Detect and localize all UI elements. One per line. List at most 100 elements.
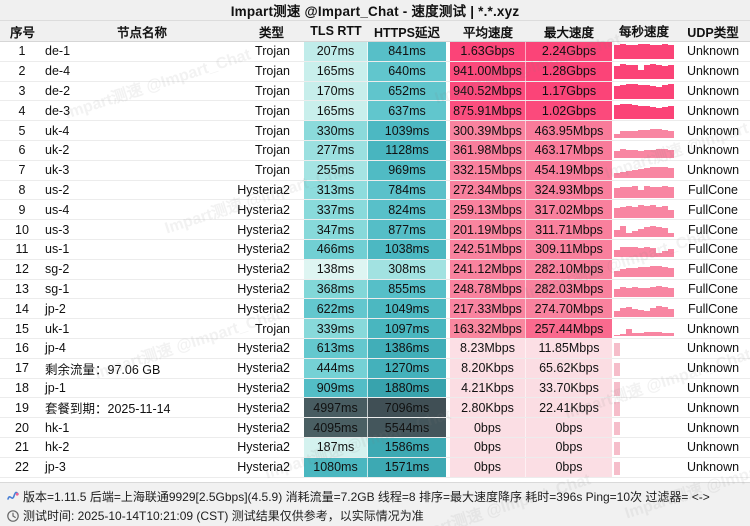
chart-bar xyxy=(668,83,674,99)
table-row: 12 sg-2 Hysteria2 138ms 308ms 241.12Mbps 282.1… xyxy=(0,259,750,280)
udp-type-value: Unknown xyxy=(686,163,740,178)
chart-bar xyxy=(620,287,626,297)
speed-per-sec-chart xyxy=(612,82,676,101)
cell-gap xyxy=(296,181,304,200)
max-speed-value: 463.17Mbps xyxy=(526,140,612,160)
mini-bar-chart xyxy=(614,83,674,99)
chart-bar xyxy=(626,44,632,60)
footer-line-2: 测试时间: 2025-10-14T10:21:09 (CST) 测试结果仅供参考… xyxy=(6,506,744,525)
table-row: 8 us-2 Hysteria2 313ms 784ms 272.34Mbps 324.93… xyxy=(0,180,750,201)
speed-per-sec-chart xyxy=(612,319,676,338)
chart-bar xyxy=(632,287,638,297)
chart-bar xyxy=(668,131,674,139)
max-speed-value: 257.44Mbps xyxy=(526,319,612,338)
cell-gap xyxy=(296,398,304,417)
chart-bar xyxy=(626,64,632,80)
https-delay-value: 1880ms xyxy=(368,378,446,398)
max-speed-value: 22.41Kbps xyxy=(526,398,612,418)
node-name: uk-2 xyxy=(45,143,70,158)
node-type: Hysteria2 xyxy=(237,182,290,197)
chart-bar xyxy=(614,65,620,80)
node-name: uk-4 xyxy=(45,123,70,138)
footer-time-text: 测试时间: 2025-10-14T10:21:09 (CST) 测试结果仅供参考… xyxy=(23,509,424,523)
chart-bar xyxy=(656,252,662,258)
node-type: Trojan xyxy=(255,64,290,79)
max-speed-value: 0bps xyxy=(526,437,612,457)
title-bar: Impart测速 @Impart_Chat - 速度测试 | *.*.xyz xyxy=(0,0,750,21)
chart-bar xyxy=(668,186,674,198)
row-index: 21 xyxy=(15,440,29,455)
mini-bar-chart xyxy=(614,439,674,456)
chart-bar xyxy=(638,130,644,139)
chart-bar xyxy=(614,230,620,238)
chart-bar xyxy=(668,150,674,159)
row-index: 2 xyxy=(18,64,26,79)
chart-bar xyxy=(620,186,626,198)
max-speed-value: 454.19Mbps xyxy=(526,160,612,180)
chart-bar xyxy=(614,310,620,317)
node-type: Hysteria2 xyxy=(237,420,290,435)
udp-type-value: FullCone xyxy=(687,301,739,316)
chart-bar xyxy=(620,206,626,218)
node-type: Hysteria2 xyxy=(237,222,290,237)
https-delay-value: 969ms xyxy=(368,160,446,180)
cell-gap xyxy=(296,280,304,299)
mini-bar-chart xyxy=(614,63,674,80)
row-index: 13 xyxy=(15,281,29,296)
max-speed-value: 0bps xyxy=(526,457,612,477)
avg-speed-value: 361.98Mbps xyxy=(450,140,526,160)
mini-bar-chart xyxy=(614,281,674,297)
cell-gap xyxy=(296,458,304,477)
node-type: Trojan xyxy=(255,44,290,59)
chart-bar xyxy=(644,206,650,218)
clock-icon xyxy=(6,509,20,523)
cell-gap xyxy=(296,240,304,259)
chart-bar xyxy=(614,104,620,119)
chart-bar xyxy=(662,267,668,278)
udp-type-value: Unknown xyxy=(686,420,740,435)
chart-bar xyxy=(638,205,644,218)
cell-gap xyxy=(296,418,304,437)
node-name: hk-2 xyxy=(45,440,70,455)
table-row: 2 de-4 Trojan 165ms 640ms 941.00Mbps 1.28Gbps U… xyxy=(0,61,750,82)
mini-bar-chart xyxy=(614,142,674,159)
row-index: 19 xyxy=(15,400,29,415)
tls-rtt-value: 187ms xyxy=(304,437,368,457)
chart-bar xyxy=(656,129,662,139)
chart-bar xyxy=(662,332,668,337)
max-speed-value: 0bps xyxy=(526,418,612,437)
row-index: 11 xyxy=(15,242,29,257)
https-delay-value: 652ms xyxy=(368,81,446,101)
tls-rtt-value: 1080ms xyxy=(304,457,368,477)
chart-bar xyxy=(644,85,650,99)
row-index: 5 xyxy=(18,123,26,138)
https-delay-value: 1586ms xyxy=(368,437,446,457)
speed-per-sec-chart xyxy=(612,280,676,299)
mini-bar-chart xyxy=(614,123,674,139)
row-index: 16 xyxy=(15,341,29,356)
max-speed-value: 2.24Gbps xyxy=(526,42,612,61)
chart-bar xyxy=(638,168,644,179)
cell-gap xyxy=(296,220,304,239)
chart-bar xyxy=(662,250,668,258)
chart-bar xyxy=(632,84,638,99)
speed-per-sec-chart xyxy=(612,62,676,81)
node-name: jp-2 xyxy=(45,301,66,316)
max-speed-value: 33.70Kbps xyxy=(526,378,612,398)
node-type: Hysteria2 xyxy=(237,440,290,455)
udp-type-value: Unknown xyxy=(686,123,740,138)
mini-bar-chart xyxy=(614,301,674,317)
chart-bar xyxy=(650,248,656,258)
avg-speed-value: 4.21Kbps xyxy=(450,378,526,398)
table-body: 1 de-1 Trojan 207ms 841ms 1.63Gbps 2.24Gbps Unk… xyxy=(0,42,750,478)
table-row: 1 de-1 Trojan 207ms 841ms 1.63Gbps 2.24Gbps Unk… xyxy=(0,42,750,62)
chart-bar xyxy=(632,130,638,139)
cell-gap xyxy=(296,339,304,358)
tls-rtt-value: 368ms xyxy=(304,279,368,299)
udp-type-value: Unknown xyxy=(686,321,740,336)
avg-speed-value: 875.91Mbps xyxy=(450,101,526,121)
udp-type-value: Unknown xyxy=(686,44,740,59)
chart-bar xyxy=(638,44,644,60)
chart-bar xyxy=(650,64,656,80)
mini-bar-chart xyxy=(614,103,674,119)
